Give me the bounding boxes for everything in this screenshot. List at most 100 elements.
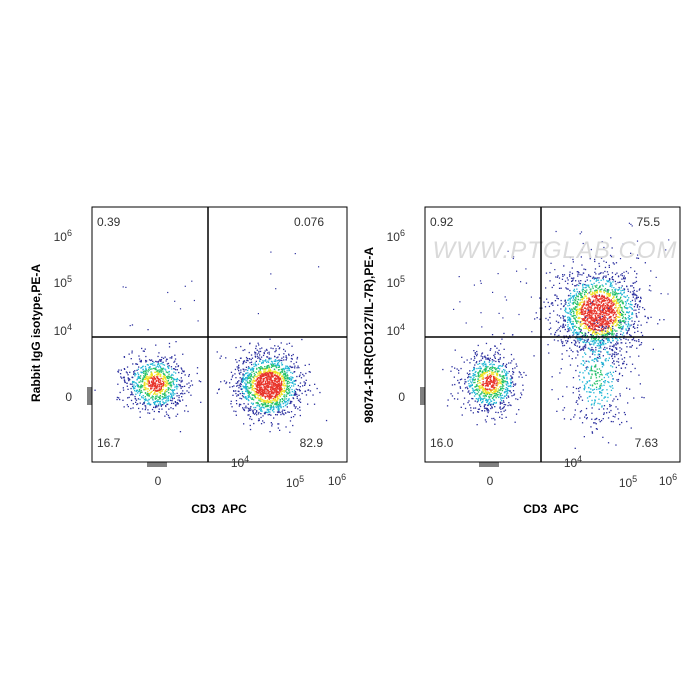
event-dot — [282, 384, 284, 386]
event-dot — [473, 355, 476, 358]
event-dot — [582, 287, 584, 289]
event-dot — [153, 392, 156, 395]
event-dot — [144, 374, 146, 376]
event-dot — [285, 355, 287, 357]
event-dot — [467, 380, 469, 382]
event-dot — [248, 382, 250, 384]
event-dot — [271, 371, 273, 374]
event-dot — [277, 427, 279, 429]
event-dot — [272, 399, 275, 401]
event-dot — [496, 378, 498, 380]
event-dot — [480, 359, 482, 361]
event-dot — [256, 405, 258, 407]
event-dot — [628, 318, 630, 320]
event-dot — [259, 371, 261, 374]
event-dot — [615, 313, 617, 316]
event-dot — [476, 355, 478, 357]
event-dot — [283, 390, 285, 392]
event-dot — [570, 297, 572, 299]
event-dot — [269, 380, 271, 382]
event-dot — [609, 348, 611, 350]
event-dot — [177, 379, 179, 381]
event-dot — [582, 341, 584, 343]
event-dot — [294, 407, 296, 409]
event-dot — [238, 403, 241, 405]
event-dot — [288, 354, 290, 356]
event-dot — [164, 377, 167, 379]
event-dot — [508, 370, 510, 373]
event-dot — [490, 400, 492, 402]
event-dot — [606, 320, 608, 322]
event-dot — [260, 383, 263, 385]
event-dot — [577, 340, 579, 342]
event-dot — [254, 375, 256, 378]
event-dot — [573, 299, 576, 301]
event-dot — [595, 340, 597, 342]
event-dot — [557, 298, 559, 300]
event-dot — [569, 318, 571, 320]
event-dot — [241, 378, 243, 380]
event-dot — [567, 319, 569, 321]
event-dot — [304, 364, 306, 366]
event-dot — [173, 368, 175, 370]
event-dot — [272, 374, 274, 376]
event-dot — [593, 277, 595, 279]
event-dot — [617, 312, 619, 315]
event-dot — [137, 377, 139, 379]
event-dot — [481, 410, 483, 412]
event-dot — [129, 383, 132, 385]
event-dot — [163, 364, 166, 366]
event-dot — [232, 394, 234, 396]
event-dot — [283, 400, 286, 402]
event-dot — [240, 357, 242, 359]
event-dot — [153, 367, 155, 370]
event-dot — [235, 377, 237, 379]
event-dot — [248, 387, 250, 389]
event-dot — [275, 389, 277, 392]
event-dot — [160, 373, 162, 376]
event-dot — [569, 327, 571, 329]
event-dot — [264, 402, 266, 404]
event-dot — [274, 396, 276, 399]
event-dot — [259, 388, 261, 390]
event-dot — [578, 342, 580, 344]
event-dot — [503, 369, 505, 371]
event-dot — [262, 393, 264, 395]
event-dot — [597, 299, 599, 301]
event-dot — [600, 313, 602, 315]
event-dot — [271, 425, 273, 427]
event-dot — [575, 309, 577, 312]
event-dot — [272, 382, 274, 384]
event-dot — [254, 388, 256, 390]
event-dot — [286, 386, 288, 389]
event-dot — [487, 376, 489, 379]
event-dot — [168, 377, 170, 380]
event-dot — [146, 369, 148, 372]
event-dot — [588, 286, 590, 288]
event-dot — [136, 403, 138, 406]
event-dot — [138, 407, 140, 410]
event-dot — [268, 364, 270, 367]
event-dot — [497, 353, 499, 355]
event-dot — [597, 306, 599, 308]
event-dot — [257, 372, 259, 375]
event-dot — [483, 373, 485, 375]
event-dot — [549, 316, 551, 319]
event-dot — [166, 363, 169, 365]
event-dot — [175, 378, 178, 381]
event-dot — [491, 384, 493, 387]
event-dot — [581, 298, 584, 300]
event-dot — [266, 405, 268, 408]
event-dot — [258, 371, 260, 373]
event-dot — [579, 282, 582, 285]
event-dot — [197, 320, 199, 322]
event-dot — [579, 303, 582, 305]
event-dot — [277, 396, 279, 398]
event-dot — [605, 317, 607, 319]
event-dot — [578, 280, 580, 282]
event-dot — [508, 402, 510, 404]
event-dot — [280, 390, 283, 392]
event-dot — [609, 293, 611, 296]
event-dot — [490, 390, 492, 393]
event-dot — [477, 375, 479, 377]
